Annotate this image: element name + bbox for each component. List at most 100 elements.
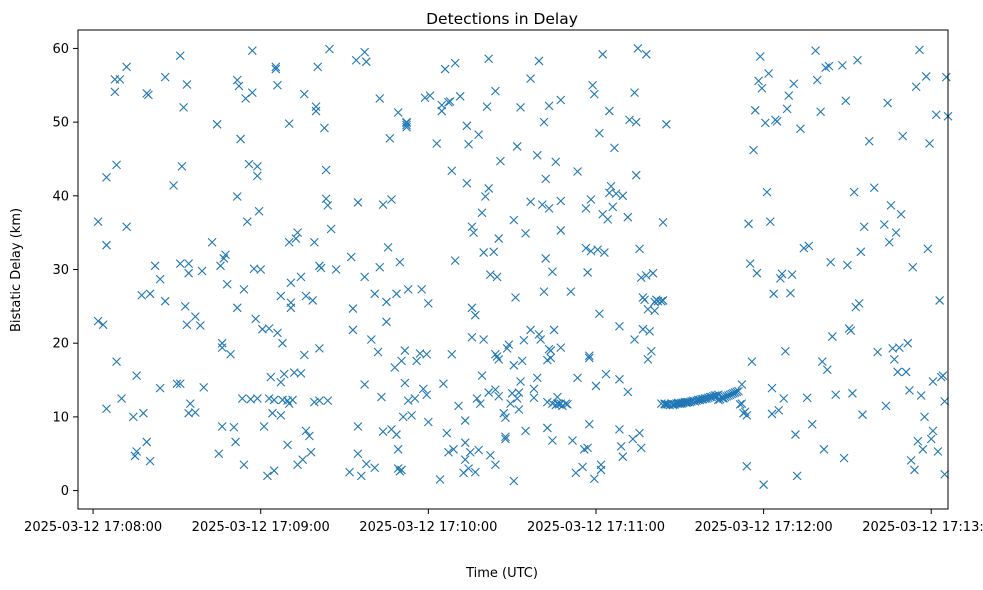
data-point: [492, 352, 502, 361]
data-point: [737, 399, 747, 409]
data-point: [326, 224, 336, 234]
data-point: [737, 380, 747, 389]
data-point: [630, 335, 639, 344]
data-point: [494, 391, 504, 401]
data-point: [610, 143, 619, 153]
data-point: [636, 443, 646, 453]
data-point: [611, 189, 621, 198]
data-point: [484, 184, 494, 193]
x-axis: 2025-03-12 17:08:00 2025-03-12 17:09:00 20…: [24, 509, 983, 535]
data-point: [494, 234, 504, 243]
data-point: [501, 434, 510, 444]
data-point: [370, 289, 380, 299]
data-point: [556, 95, 566, 105]
data-point: [641, 49, 651, 59]
data-point: [278, 338, 287, 348]
data-point: [784, 91, 794, 100]
data-point: [606, 181, 616, 191]
data-point: [214, 449, 224, 459]
data-point: [512, 394, 522, 403]
data-point: [544, 101, 554, 111]
data-point: [931, 110, 941, 120]
data-point: [299, 89, 309, 99]
data-point: [489, 247, 499, 257]
data-point: [854, 299, 864, 308]
data-point: [764, 69, 774, 78]
data-point: [646, 346, 656, 356]
data-point: [320, 123, 329, 133]
data-point: [242, 217, 252, 226]
data-point: [306, 447, 316, 457]
data-point: [180, 301, 190, 311]
data-point: [449, 444, 458, 454]
data-point: [641, 271, 651, 280]
data-point: [288, 395, 297, 405]
data-point: [873, 347, 882, 357]
data-point: [573, 373, 582, 383]
data-point: [402, 122, 411, 132]
data-point: [437, 100, 447, 110]
chart-title: Detections in Delay: [426, 10, 578, 28]
data-point: [179, 102, 188, 112]
data-point: [268, 408, 277, 418]
data-point: [509, 476, 519, 486]
data-point: [234, 81, 244, 91]
data-point: [581, 243, 591, 253]
data-point: [703, 393, 713, 403]
data-point: [636, 273, 646, 282]
data-point: [631, 117, 641, 127]
data-point: [469, 228, 478, 238]
data-point: [645, 327, 655, 336]
data-point: [536, 335, 546, 344]
data-point: [911, 82, 921, 92]
data-point: [700, 394, 710, 403]
data-point: [311, 102, 321, 112]
data-point: [584, 351, 594, 361]
data-point: [682, 398, 691, 408]
data-point: [175, 51, 185, 61]
data-point: [551, 157, 561, 167]
data-point: [199, 383, 209, 392]
data-point: [197, 266, 207, 276]
y-axis: 0 10 20 30 40 50 60: [52, 42, 78, 499]
data-point: [566, 287, 576, 296]
data-point: [839, 453, 849, 463]
data-point: [588, 80, 598, 90]
data-point: [635, 428, 644, 438]
data-point: [175, 259, 185, 268]
data-point: [630, 88, 639, 98]
data-point: [398, 412, 408, 422]
data-point: [393, 108, 403, 117]
data-point: [314, 396, 324, 406]
data-point: [420, 93, 430, 103]
data-point: [316, 263, 326, 273]
data-point: [563, 399, 572, 409]
data-point: [412, 356, 422, 366]
data-point: [286, 278, 296, 288]
data-point: [184, 259, 194, 268]
data-point: [615, 374, 624, 384]
data-point: [827, 332, 837, 341]
data-point: [604, 106, 614, 116]
data-point: [618, 452, 628, 462]
data-point: [782, 104, 792, 114]
data-point: [480, 192, 490, 201]
data-point: [474, 130, 484, 140]
data-point: [521, 229, 530, 238]
data-point: [145, 289, 155, 299]
data-point: [353, 449, 363, 459]
data-point: [410, 394, 420, 403]
data-point: [264, 394, 274, 403]
data-point: [658, 296, 668, 305]
data-point: [754, 76, 763, 86]
data-point: [526, 197, 535, 207]
data-point: [901, 367, 911, 377]
data-point: [819, 444, 829, 454]
y-tick-label: 40: [52, 189, 69, 204]
data-point: [573, 167, 582, 176]
data-point: [375, 94, 385, 103]
data-point: [266, 372, 276, 382]
data-point: [656, 296, 666, 306]
data-point: [752, 268, 762, 278]
data-point: [824, 61, 834, 71]
